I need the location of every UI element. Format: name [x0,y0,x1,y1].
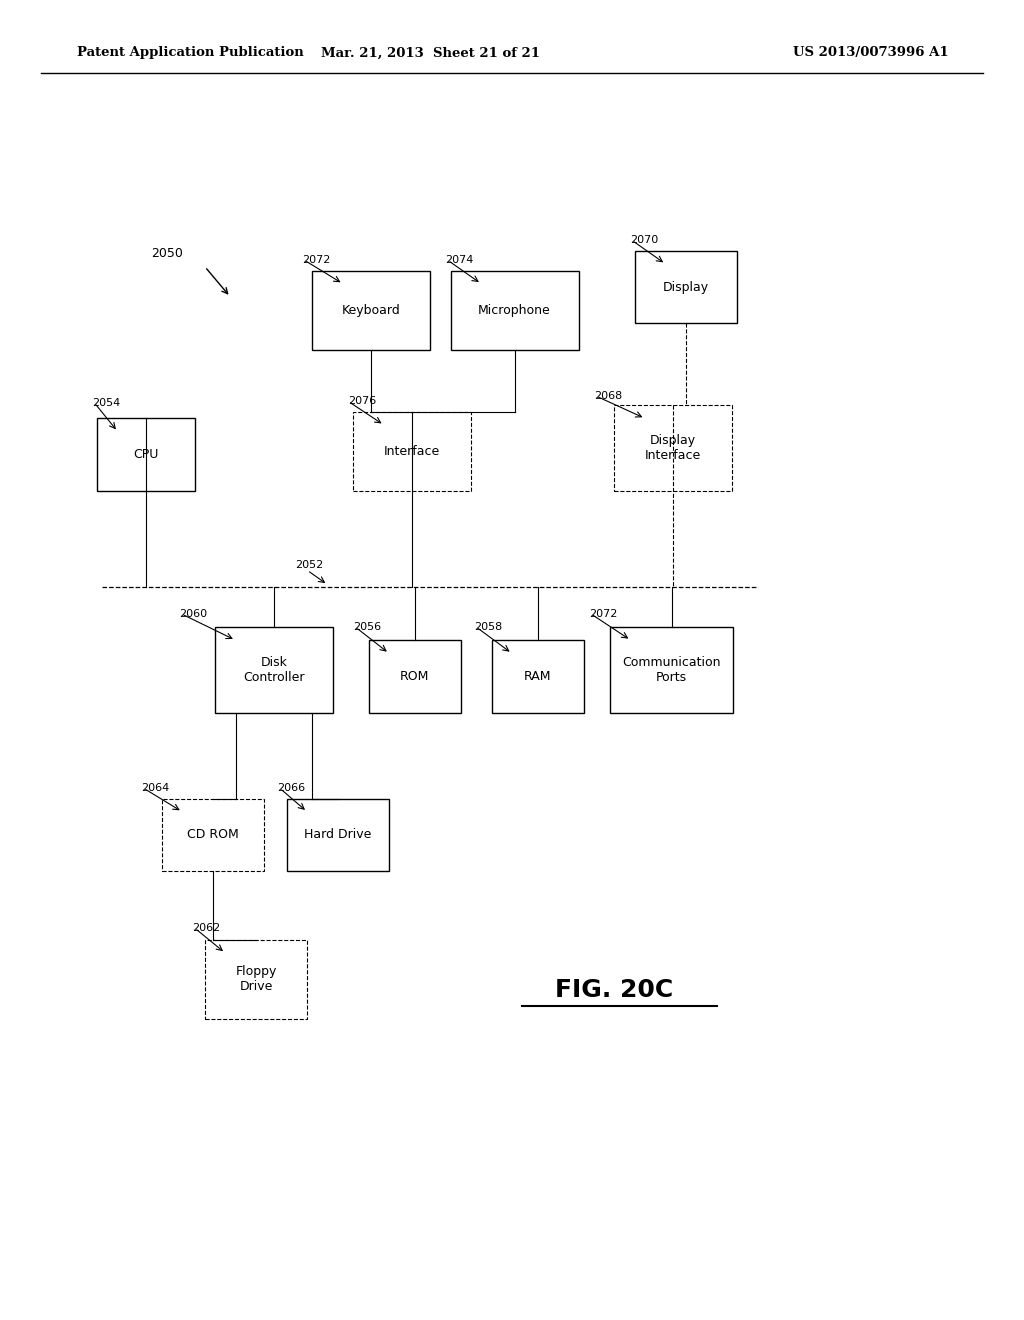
Text: Hard Drive: Hard Drive [304,829,372,841]
Bar [205,940,307,1019]
Text: 2074: 2074 [445,255,474,265]
Text: 2064: 2064 [141,783,170,793]
Text: CD ROM: CD ROM [187,829,239,841]
Bar [162,799,264,871]
Text: ROM: ROM [400,671,429,682]
Text: 2050: 2050 [152,247,183,260]
Text: Keyboard: Keyboard [342,304,400,317]
Text: 2070: 2070 [630,235,658,246]
Bar [610,627,733,713]
Text: Display
Interface: Display Interface [645,434,701,462]
Text: Disk
Controller: Disk Controller [243,656,305,684]
Bar [97,418,195,491]
Text: 2072: 2072 [302,255,331,265]
Text: 2068: 2068 [594,391,623,401]
Bar [614,405,732,491]
Text: Mar. 21, 2013  Sheet 21 of 21: Mar. 21, 2013 Sheet 21 of 21 [321,46,540,59]
Text: 2076: 2076 [348,396,377,407]
Bar [635,251,737,323]
Bar [369,640,461,713]
Text: US 2013/0073996 A1: US 2013/0073996 A1 [793,46,948,59]
Text: 2066: 2066 [278,783,305,793]
Bar [312,271,430,350]
Text: Communication
Ports: Communication Ports [623,656,721,684]
Bar [215,627,333,713]
Text: FIG. 20C: FIG. 20C [555,978,674,1002]
Bar [287,799,389,871]
Bar [451,271,579,350]
Text: Display: Display [663,281,710,293]
Text: Floppy
Drive: Floppy Drive [236,965,276,994]
Text: 2056: 2056 [353,622,381,632]
Text: CPU: CPU [133,449,159,461]
Text: 2060: 2060 [179,609,207,619]
Text: Patent Application Publication: Patent Application Publication [77,46,303,59]
Text: Interface: Interface [384,445,440,458]
Bar [353,412,471,491]
Text: Microphone: Microphone [478,304,551,317]
Text: 2054: 2054 [92,397,121,408]
Text: 2058: 2058 [474,622,503,632]
Text: 2072: 2072 [589,609,617,619]
Text: 2052: 2052 [295,560,324,570]
Text: RAM: RAM [524,671,551,682]
Text: 2062: 2062 [193,923,221,933]
Bar [492,640,584,713]
